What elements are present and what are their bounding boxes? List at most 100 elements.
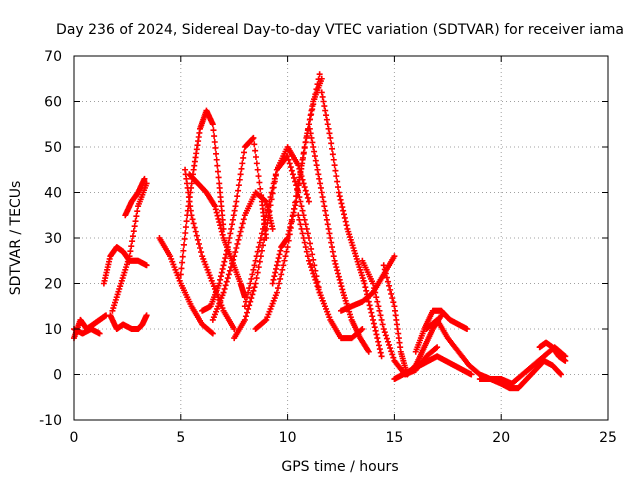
- data-point: [337, 196, 344, 203]
- x-tick-label: 5: [176, 430, 185, 446]
- data-point: [306, 125, 313, 132]
- data-point: [339, 286, 346, 293]
- data-point: [287, 224, 294, 231]
- data-point: [314, 166, 321, 173]
- data-point: [237, 228, 244, 235]
- data-point: [386, 282, 393, 289]
- data-point: [309, 267, 316, 274]
- data-point: [372, 289, 379, 296]
- data-point: [304, 194, 311, 201]
- data-point: [301, 144, 308, 150]
- data-point: [141, 175, 148, 182]
- data-point: [310, 270, 317, 277]
- data-point: [250, 266, 257, 273]
- data-point: [307, 130, 314, 137]
- data-point: [255, 244, 262, 251]
- data-point: [211, 203, 218, 210]
- data-point: [253, 275, 260, 282]
- data-point: [256, 239, 263, 246]
- data-points: [71, 71, 569, 392]
- data-point: [235, 187, 242, 194]
- data-point: [314, 283, 321, 290]
- data-point: [557, 370, 564, 377]
- data-point: [329, 145, 336, 152]
- series-arc-24: [412, 307, 471, 355]
- data-point: [335, 273, 342, 280]
- data-point: [197, 245, 204, 252]
- data-point: [321, 103, 328, 110]
- data-point: [286, 160, 293, 167]
- data-point: [229, 221, 236, 228]
- data-point: [376, 346, 383, 353]
- data-point: [309, 251, 316, 258]
- y-tick-label: 40: [44, 186, 62, 202]
- data-point: [242, 298, 249, 305]
- data-point: [321, 203, 328, 210]
- data-point: [308, 245, 315, 252]
- data-point: [225, 271, 232, 278]
- data-point: [302, 187, 309, 194]
- data-point: [383, 274, 390, 281]
- data-point: [387, 286, 394, 293]
- data-point: [329, 248, 336, 255]
- data-point: [250, 134, 257, 141]
- data-point: [306, 116, 313, 123]
- data-point: [254, 248, 261, 255]
- data-point: [291, 174, 298, 181]
- data-point: [209, 330, 216, 337]
- data-point: [372, 327, 379, 334]
- data-point: [378, 353, 385, 360]
- data-point: [248, 295, 255, 302]
- data-point: [370, 320, 377, 327]
- data-point: [284, 235, 291, 241]
- data-point: [265, 203, 272, 210]
- data-point: [217, 222, 224, 229]
- data-point: [227, 230, 234, 237]
- data-point: [193, 232, 200, 239]
- data-point: [235, 236, 242, 243]
- data-point: [319, 93, 326, 100]
- data-point: [292, 178, 299, 185]
- data-point: [320, 198, 327, 205]
- data-point: [303, 191, 310, 198]
- data-point: [234, 240, 241, 247]
- data-point: [373, 294, 380, 301]
- data-point: [320, 98, 327, 105]
- data-point: [285, 231, 292, 238]
- data-point: [365, 298, 372, 305]
- data-point: [218, 269, 225, 276]
- data-point: [382, 332, 389, 339]
- data-point: [231, 207, 238, 214]
- data-point: [343, 222, 350, 229]
- data-point: [300, 212, 307, 219]
- data-point: [230, 212, 237, 219]
- data-point: [257, 235, 264, 241]
- data-point: [132, 218, 139, 225]
- data-point: [233, 198, 240, 205]
- data-point: [370, 316, 377, 323]
- data-point: [211, 133, 218, 140]
- data-point: [342, 218, 349, 225]
- data-point: [468, 371, 475, 378]
- data-point: [303, 248, 310, 255]
- data-point: [316, 71, 323, 78]
- data-point: [291, 205, 298, 212]
- data-point: [338, 200, 345, 207]
- data-point: [276, 251, 283, 258]
- data-point: [189, 216, 196, 223]
- data-point: [378, 316, 385, 323]
- data-point: [289, 171, 296, 178]
- data-point: [323, 212, 330, 219]
- data-point: [434, 344, 441, 351]
- data-point: [233, 245, 240, 252]
- data-point: [236, 176, 243, 183]
- x-axis-label: GPS time / hours: [281, 459, 398, 475]
- data-point: [324, 221, 331, 228]
- data-point: [226, 235, 233, 241]
- data-point: [270, 276, 277, 283]
- data-point: [316, 175, 323, 182]
- data-point: [359, 326, 366, 332]
- data-point: [252, 154, 259, 161]
- data-point: [296, 176, 303, 183]
- data-point: [237, 171, 244, 178]
